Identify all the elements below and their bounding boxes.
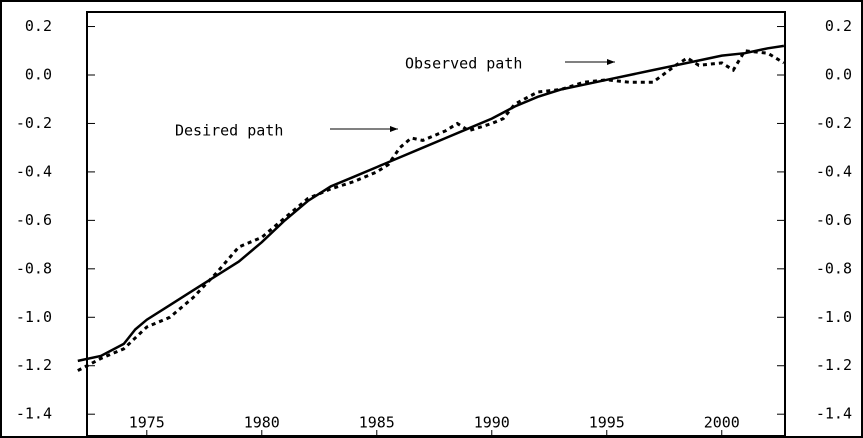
y2-tick-label: -0.6 [816, 211, 852, 229]
x-tick-label: 1990 [474, 414, 510, 432]
annotation: Observed path [405, 55, 522, 73]
y2-tick-label: -0.8 [816, 259, 852, 277]
series-line [77, 44, 785, 363]
x-tick-label: 1985 [359, 414, 395, 432]
y-tick-label: -0.6 [16, 211, 52, 229]
y-tick-label: -1.2 [16, 356, 52, 374]
series-line [77, 49, 785, 372]
y2-tick-label: 0.2 [825, 17, 852, 35]
y-tick-label: -0.8 [16, 259, 52, 277]
y2-tick-label: -1.0 [816, 308, 852, 326]
x-tick-label: 1995 [589, 414, 625, 432]
plot-frame [86, 11, 786, 437]
y-tick-label: -1.0 [16, 308, 52, 326]
arrowhead [390, 126, 398, 132]
y2-tick-label: 0.0 [825, 65, 852, 83]
x-tick-label: 1975 [129, 414, 165, 432]
y-tick-label: -0.2 [16, 114, 52, 132]
y-tick-label: -0.4 [16, 162, 52, 180]
y-tick-label: 0.0 [25, 65, 52, 83]
arrowhead [607, 59, 615, 65]
x-tick-label: 2000 [704, 414, 740, 432]
annotation: Desired path [175, 122, 283, 140]
x-tick-label: 1980 [244, 414, 280, 432]
y-tick-label: -1.4 [16, 405, 52, 423]
y2-tick-label: -1.2 [816, 356, 852, 374]
y2-tick-label: -1.4 [816, 405, 852, 423]
y2-tick-label: -0.2 [816, 114, 852, 132]
y2-tick-label: -0.4 [816, 162, 852, 180]
y-tick-label: 0.2 [25, 17, 52, 35]
